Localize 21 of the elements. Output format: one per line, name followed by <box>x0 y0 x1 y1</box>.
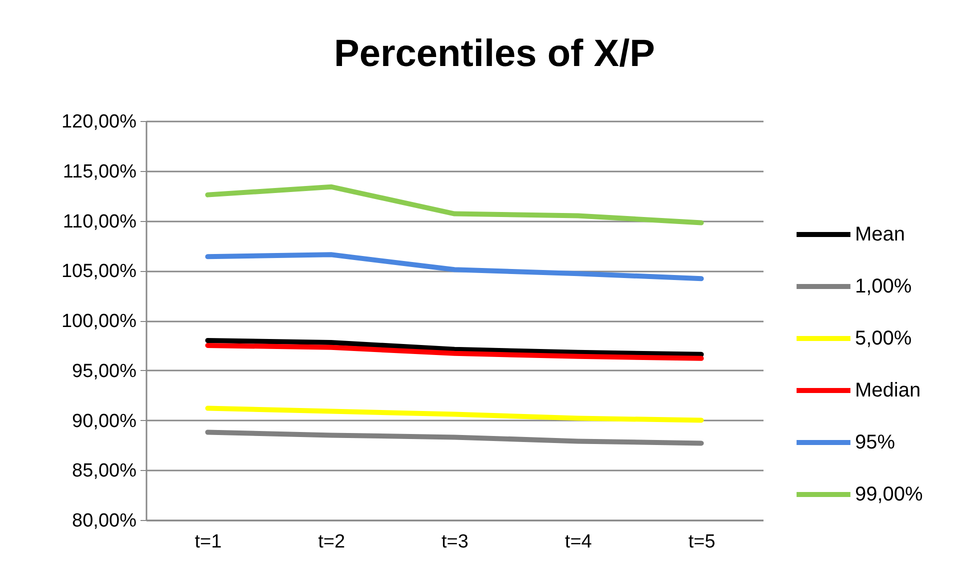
y-tick-label: 105,00% <box>61 261 137 282</box>
chart-title: Percentiles of X/P <box>334 33 656 75</box>
y-tick-label: 90,00% <box>72 410 137 432</box>
x-tick-label: t=2 <box>318 532 346 552</box>
y-tick-label: 85,00% <box>72 460 137 482</box>
legend-label: 5,00% <box>855 328 912 350</box>
y-tick-label: 115,00% <box>62 161 137 182</box>
x-tick-label: t=4 <box>564 532 592 552</box>
y-tick-label: 100,00% <box>61 311 137 332</box>
x-tick-label: t=3 <box>442 532 468 552</box>
y-tick-label: 120,00% <box>61 112 137 132</box>
legend-label: Mean <box>855 224 906 246</box>
y-tick-label: 95,00% <box>72 360 137 382</box>
legend-label: 1,00% <box>855 276 912 298</box>
y-tick-label: 80,00% <box>72 510 137 532</box>
legend-label: 95% <box>855 432 896 454</box>
legend-label: Median <box>855 380 921 402</box>
x-tick-label: t=1 <box>194 532 222 552</box>
legend-label: 99,00% <box>855 484 924 506</box>
y-tick-label: 110,00% <box>62 211 137 232</box>
x-tick-label: t=5 <box>688 532 716 552</box>
